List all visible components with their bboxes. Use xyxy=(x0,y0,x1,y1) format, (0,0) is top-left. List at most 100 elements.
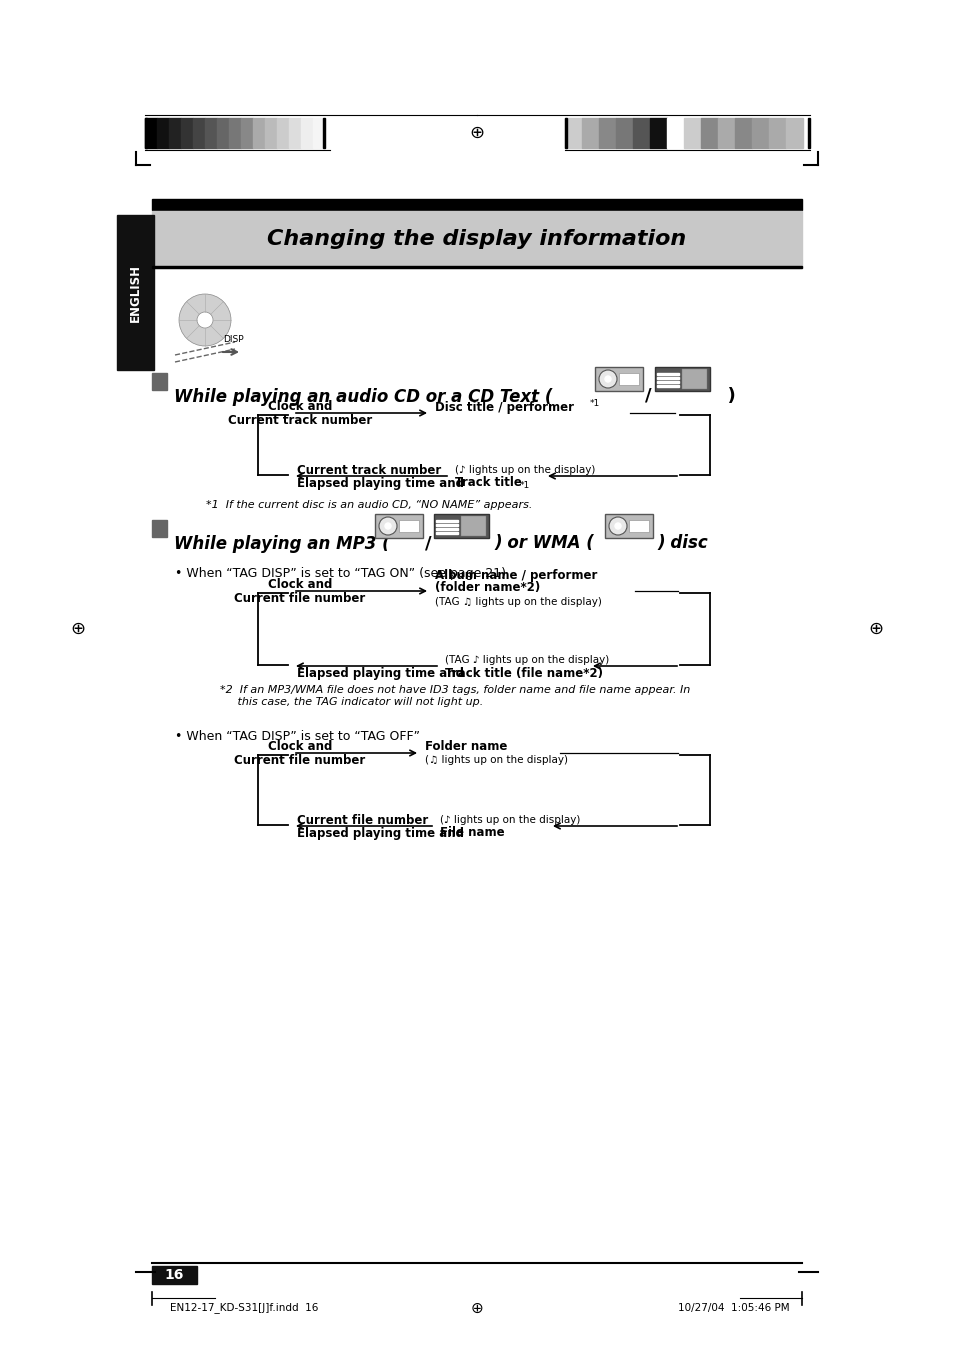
Text: DISP: DISP xyxy=(223,335,243,345)
Bar xyxy=(436,528,457,530)
Bar xyxy=(152,373,167,390)
Circle shape xyxy=(608,517,626,535)
Bar xyxy=(700,118,718,149)
Text: Track title: Track title xyxy=(455,477,521,489)
Bar xyxy=(436,520,457,521)
Text: Elapsed playing time and: Elapsed playing time and xyxy=(296,827,463,839)
Bar xyxy=(205,118,216,149)
Bar xyxy=(241,118,253,149)
Bar xyxy=(375,513,422,538)
Bar xyxy=(117,215,153,370)
Text: /: / xyxy=(424,534,431,553)
Text: Current file number: Current file number xyxy=(296,813,428,827)
Text: (♪ lights up on the display): (♪ lights up on the display) xyxy=(439,815,579,825)
Bar xyxy=(216,118,229,149)
Bar xyxy=(683,118,700,149)
Text: While playing an audio CD or a CD Text (: While playing an audio CD or a CD Text ( xyxy=(173,388,552,407)
Text: • When “TAG DISP” is set to “TAG OFF”: • When “TAG DISP” is set to “TAG OFF” xyxy=(174,730,419,743)
Text: /: / xyxy=(644,386,651,405)
Bar xyxy=(253,118,265,149)
Bar xyxy=(323,118,325,149)
Bar xyxy=(152,199,801,209)
Text: ⊕: ⊕ xyxy=(867,620,882,638)
Bar xyxy=(313,118,325,149)
Bar xyxy=(768,118,785,149)
Bar xyxy=(734,118,751,149)
Bar xyxy=(595,367,642,390)
Text: • When “TAG DISP” is set to “TAG ON” (see page 21): • When “TAG DISP” is set to “TAG ON” (se… xyxy=(174,567,505,580)
Bar xyxy=(398,520,418,532)
Bar xyxy=(628,520,648,532)
Bar xyxy=(145,118,147,149)
Bar xyxy=(564,118,566,149)
Text: ⊕: ⊕ xyxy=(469,124,484,142)
Text: ) or WMA (: ) or WMA ( xyxy=(494,534,594,553)
Text: While playing an MP3 (: While playing an MP3 ( xyxy=(173,535,390,553)
Bar xyxy=(152,1266,196,1283)
Text: Elapsed playing time and: Elapsed playing time and xyxy=(296,666,463,680)
Bar xyxy=(666,118,683,149)
Text: (♫ lights up on the display): (♫ lights up on the display) xyxy=(424,755,567,765)
Bar xyxy=(157,118,169,149)
Bar xyxy=(276,118,289,149)
Text: (♪ lights up on the display): (♪ lights up on the display) xyxy=(455,465,595,476)
Text: EN12-17_KD-S31[J]f.indd  16: EN12-17_KD-S31[J]f.indd 16 xyxy=(170,1302,318,1313)
Bar xyxy=(616,118,633,149)
Text: *1: *1 xyxy=(519,481,530,490)
Bar xyxy=(434,513,489,538)
Bar xyxy=(152,211,801,267)
Text: Clock and: Clock and xyxy=(268,578,332,592)
Text: ): ) xyxy=(714,386,735,405)
Circle shape xyxy=(196,312,213,328)
Circle shape xyxy=(378,517,396,535)
Text: ENGLISH: ENGLISH xyxy=(129,263,141,322)
Bar xyxy=(718,118,734,149)
Bar xyxy=(581,118,598,149)
Text: 16: 16 xyxy=(164,1269,184,1282)
Bar xyxy=(751,118,768,149)
Text: ⊕: ⊕ xyxy=(470,1301,483,1316)
Text: Clock and: Clock and xyxy=(268,740,332,754)
Bar xyxy=(657,381,679,382)
Circle shape xyxy=(598,370,617,388)
Bar xyxy=(681,369,706,389)
Bar xyxy=(193,118,205,149)
Text: *2  If an MP3/WMA file does not have ID3 tags, folder name and file name appear.: *2 If an MP3/WMA file does not have ID3 … xyxy=(220,685,690,707)
Bar xyxy=(229,118,241,149)
Text: ) disc: ) disc xyxy=(657,534,707,553)
Text: (TAG ♪ lights up on the display): (TAG ♪ lights up on the display) xyxy=(444,655,609,665)
Bar xyxy=(301,118,313,149)
Bar xyxy=(181,118,193,149)
Bar xyxy=(436,524,457,526)
Text: Current track number: Current track number xyxy=(228,413,372,427)
Circle shape xyxy=(179,295,231,346)
Circle shape xyxy=(615,523,620,530)
Bar xyxy=(564,118,581,149)
Text: Track title (file name*2): Track title (file name*2) xyxy=(444,666,602,680)
Bar xyxy=(598,118,616,149)
Text: Current file number: Current file number xyxy=(234,754,365,766)
Text: Disc title / performer: Disc title / performer xyxy=(435,400,574,413)
Text: Current track number: Current track number xyxy=(296,463,441,477)
Bar xyxy=(169,118,181,149)
Text: ⊕: ⊕ xyxy=(71,620,86,638)
Bar xyxy=(460,516,485,536)
Bar xyxy=(807,118,809,149)
Bar xyxy=(657,373,679,376)
Text: Clock and: Clock and xyxy=(268,400,332,413)
Text: File name: File name xyxy=(439,827,504,839)
Bar xyxy=(436,532,457,534)
Bar xyxy=(265,118,276,149)
Bar xyxy=(649,118,666,149)
Text: Changing the display information: Changing the display information xyxy=(267,230,686,249)
Text: Album name / performer: Album name / performer xyxy=(435,569,597,581)
Bar xyxy=(604,513,652,538)
Text: Current file number: Current file number xyxy=(234,592,365,604)
Text: (folder name*2): (folder name*2) xyxy=(435,581,539,594)
Bar xyxy=(152,520,167,536)
Text: (TAG ♫ lights up on the display): (TAG ♫ lights up on the display) xyxy=(435,597,601,607)
Bar xyxy=(657,377,679,380)
Text: 10/27/04  1:05:46 PM: 10/27/04 1:05:46 PM xyxy=(678,1302,789,1313)
Bar xyxy=(657,385,679,386)
Bar xyxy=(618,373,639,385)
